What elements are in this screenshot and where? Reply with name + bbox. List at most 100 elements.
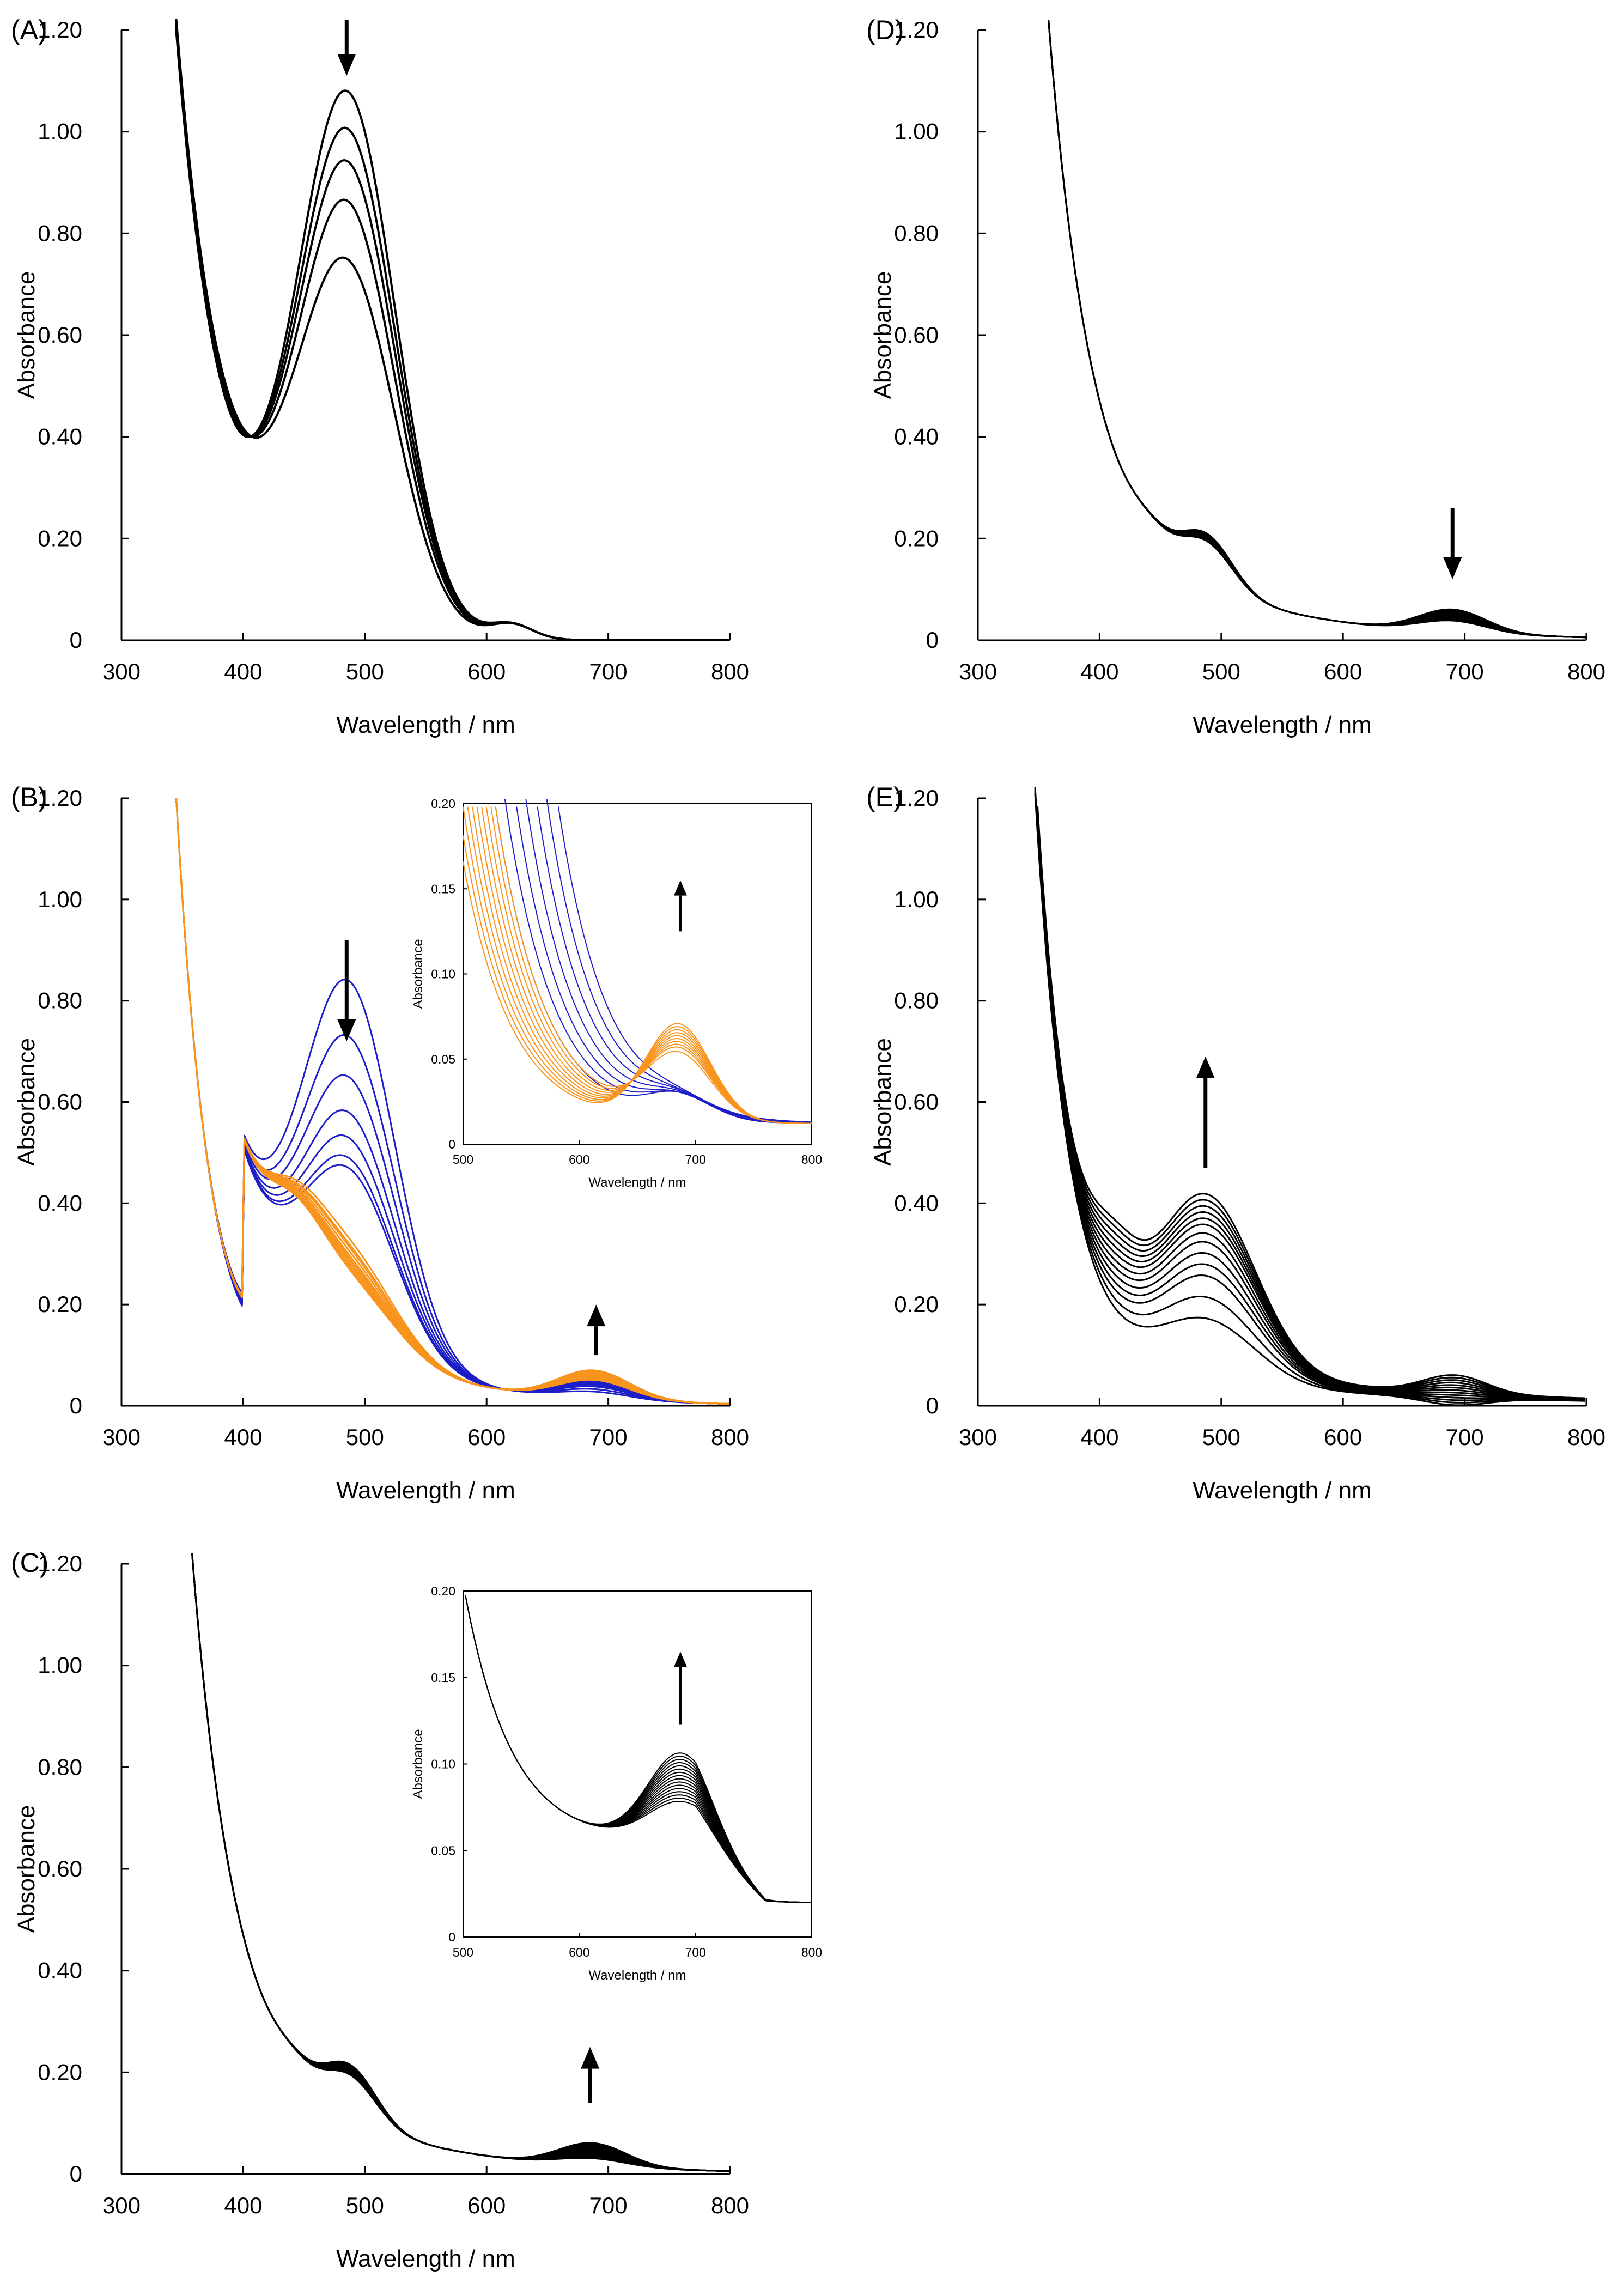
y-tick-label: 0.60 (894, 322, 939, 348)
y-tick-label: 0.40 (38, 424, 82, 450)
x-tick-label: 600 (467, 2193, 506, 2218)
spectrum-line (175, 798, 729, 1405)
x-axis-title: Wavelength / nm (1193, 712, 1372, 738)
series-group-e (1034, 787, 1585, 1406)
y-tick-label: 0 (448, 1930, 455, 1944)
y-tick-label: 0.10 (431, 1757, 455, 1771)
spectrum-line (175, 19, 729, 641)
x-axis-title: Wavelength / nm (1193, 1477, 1372, 1504)
y-tick-label: 0.40 (38, 1958, 82, 1983)
x-tick-label: 800 (711, 1424, 749, 1450)
x-tick-label: 300 (102, 659, 141, 684)
spectrum-line (1037, 824, 1585, 1401)
arrow-c-head (581, 2047, 600, 2069)
x-tick-label: 500 (346, 659, 384, 684)
y-tick-label: 0.40 (38, 1190, 82, 1216)
panel-label-e: (E) (866, 782, 903, 812)
x-tick-label: 600 (1324, 1424, 1362, 1450)
y-tick-label: 0.20 (894, 525, 939, 551)
y-tick-label: 0 (926, 1393, 939, 1418)
x-axis-title: Wavelength / nm (336, 2245, 515, 2272)
x-tick-label: 800 (711, 659, 749, 684)
y-axis-title: Absorbance (411, 1729, 425, 1799)
x-axis-title: Wavelength / nm (588, 1968, 686, 1983)
y-tick-label: 0.40 (894, 424, 939, 450)
x-tick-label: 300 (959, 1424, 997, 1450)
inset-spectrum-line (463, 861, 812, 1125)
x-tick-label: 700 (589, 1424, 628, 1450)
spectrum-line (1034, 793, 1585, 1406)
inset-background-c (463, 1591, 812, 1937)
y-tick-label: 0.05 (431, 1843, 455, 1857)
spectrum-line (175, 798, 729, 1405)
x-tick-label: 800 (801, 1152, 822, 1167)
y-tick-label: 0.80 (38, 1754, 82, 1780)
y-tick-label: 1.00 (38, 119, 82, 144)
x-tick-label: 700 (685, 1945, 705, 1959)
x-tick-label: 500 (453, 1945, 473, 1959)
series-group-d (1048, 20, 1587, 639)
y-tick-label: 1.20 (894, 785, 939, 811)
y-tick-label: 1.20 (38, 785, 82, 811)
spectrum-line (1037, 813, 1585, 1400)
spectrum-line (1037, 811, 1585, 1400)
y-tick-label: 1.20 (38, 1551, 82, 1576)
axes-1: 300 400 500 600 700 800 0 0.20 0.40 0.60 0.80 1.00 1… (13, 17, 749, 738)
y-tick-label: 0.20 (894, 1291, 939, 1317)
y-tick-label: 0.15 (431, 1671, 455, 1685)
x-tick-label: 600 (467, 1424, 506, 1450)
y-tick-label: 0 (70, 2161, 82, 2187)
arrow-b-2-head (587, 1304, 606, 1327)
y-axis-title: Absorbance (13, 1038, 40, 1166)
axes-2: 300 400 500 600 700 800 0 0.20 0.40 0.60 0.80 1.00 1… (13, 785, 749, 1504)
x-tick-label: 700 (685, 1152, 705, 1167)
axes-3: 300 400 500 600 700 800 0 0.20 0.40 0.60 0.80 1.00 1… (13, 1551, 749, 2272)
x-tick-label: 300 (102, 1424, 141, 1450)
x-tick-label: 600 (569, 1945, 589, 1959)
spectrum-line (1034, 789, 1585, 1401)
y-tick-label: 0.60 (38, 322, 82, 348)
x-tick-label: 300 (959, 659, 997, 684)
arrow-e-head (1196, 1056, 1215, 1078)
inset-spectrum-line (557, 806, 812, 1123)
y-tick-label: 1.20 (894, 17, 939, 42)
x-tick-label: 700 (589, 2193, 628, 2218)
y-tick-label: 1.20 (38, 17, 82, 42)
y-tick-label: 0.15 (431, 882, 455, 896)
spectrum-line (191, 1553, 731, 2172)
x-tick-label: 700 (589, 659, 628, 684)
spectrum-line (1037, 808, 1585, 1399)
inset-background-b (463, 804, 812, 1144)
series-group-c (191, 1553, 731, 2172)
y-tick-label: 0.80 (894, 988, 939, 1013)
x-tick-label: 800 (1567, 659, 1605, 684)
inset-arrow-c-head (674, 1651, 687, 1667)
spectrum-line (175, 798, 729, 1405)
panel-label-c: (C) (11, 1547, 48, 1578)
spectrum-line (1034, 787, 1585, 1401)
y-tick-label: 0.20 (38, 1291, 82, 1317)
y-axis-title: Absorbance (869, 1038, 896, 1166)
arrow-d-head (1443, 557, 1462, 579)
arrow-b-1-head (337, 1019, 356, 1041)
x-tick-label: 500 (346, 1424, 384, 1450)
series-group-a (175, 19, 729, 641)
x-tick-label: 700 (1446, 1424, 1484, 1450)
inset-spectrum-line (465, 1595, 812, 1903)
y-tick-label: 0.20 (431, 797, 455, 811)
y-tick-label: 0.80 (894, 220, 939, 246)
inset-axes-2: 500 600 700 800 0 0.05 0.10 0.15 0.20 Wavelength … (411, 797, 822, 1190)
inset-spectrum-line (546, 799, 812, 1123)
inset-series-b (463, 799, 812, 1125)
inset-arrow-b-head (674, 880, 687, 896)
series-group-b (175, 798, 729, 1405)
y-tick-label: 0 (448, 1137, 455, 1151)
y-tick-label: 1.00 (894, 887, 939, 912)
x-tick-label: 800 (1567, 1424, 1605, 1450)
panel-label-b: (B) (11, 782, 47, 812)
x-tick-label: 400 (1080, 1424, 1118, 1450)
y-tick-label: 0.60 (38, 1856, 82, 1881)
spectrum-line (1037, 822, 1585, 1401)
y-axis-title: Absorbance (13, 271, 40, 399)
